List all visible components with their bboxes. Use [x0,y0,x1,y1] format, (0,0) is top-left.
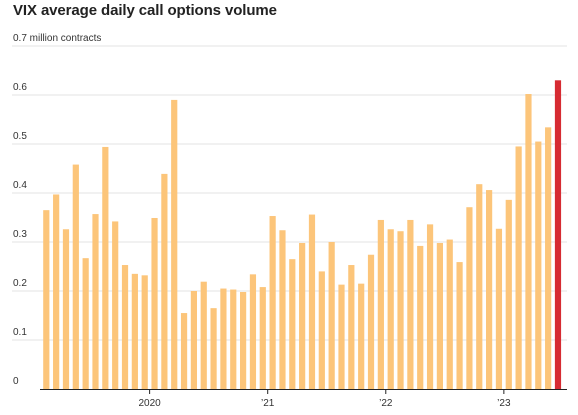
x-tick-label: ’22 [379,398,393,409]
bar [151,217,158,389]
bar [249,274,257,389]
bar [92,214,99,389]
y-tick-label: 0.5 [13,131,27,142]
x-tick-label: ’21 [261,398,275,409]
y-axis-labels: 0 0.1 0.2 0.3 0.4 0.5 0.6 0.7 million contracts [13,33,101,387]
y-tick-label: 0.3 [13,229,27,240]
y-tick-label: 0.2 [13,278,27,289]
bar [279,230,286,389]
bar [417,245,424,389]
bar [397,231,404,389]
bars [43,80,562,390]
x-tick-label: ’23 [497,398,511,409]
bar [407,219,414,389]
y-tick-label: 0.4 [13,180,27,191]
bar [328,242,335,389]
bar [456,262,463,389]
bar [210,308,217,389]
bar [62,229,70,389]
bar [367,254,375,389]
bar [220,288,227,389]
bar [53,194,60,389]
bar [259,287,266,389]
bar [525,94,532,390]
bar [308,214,316,389]
bar [426,224,434,389]
bar [466,207,473,389]
bar [43,210,50,389]
bar [338,284,345,389]
bar [82,258,89,389]
chart-title: VIX average daily call options volume [13,2,277,19]
bar [171,99,178,390]
bar [161,173,168,389]
x-tick-label: 2020 [138,398,161,409]
bar [377,219,384,389]
bar [269,216,276,389]
bar-highlight [554,80,562,390]
bar [141,275,148,389]
y-unit-label: million contracts [27,33,101,44]
bar [190,291,197,389]
bar [289,259,296,389]
y-tick-label: 0.6 [13,82,27,93]
bar [112,221,119,389]
bar [102,146,109,389]
bar [230,289,237,389]
y-tick-label: 0 [13,376,19,387]
bar [505,199,512,389]
bar [535,141,542,389]
bar [436,242,443,389]
bar [476,184,483,389]
bar [486,190,493,389]
bar [299,242,306,389]
bar [240,291,247,389]
bar [131,273,138,389]
y-tick-label: 0.1 [13,327,27,338]
bar [446,239,453,389]
bar [121,265,129,389]
bar [358,283,365,389]
bar [72,164,79,389]
bar [545,127,552,389]
bar [180,313,188,389]
bar [515,146,522,389]
bar [387,229,394,389]
bar [318,271,325,389]
bar [348,265,355,389]
x-axis-labels: 2020 ’21 ’22 ’23 [138,389,511,409]
bar [200,281,207,389]
y-tick-label: 0.7 million contracts [13,33,101,44]
bar [495,228,503,389]
